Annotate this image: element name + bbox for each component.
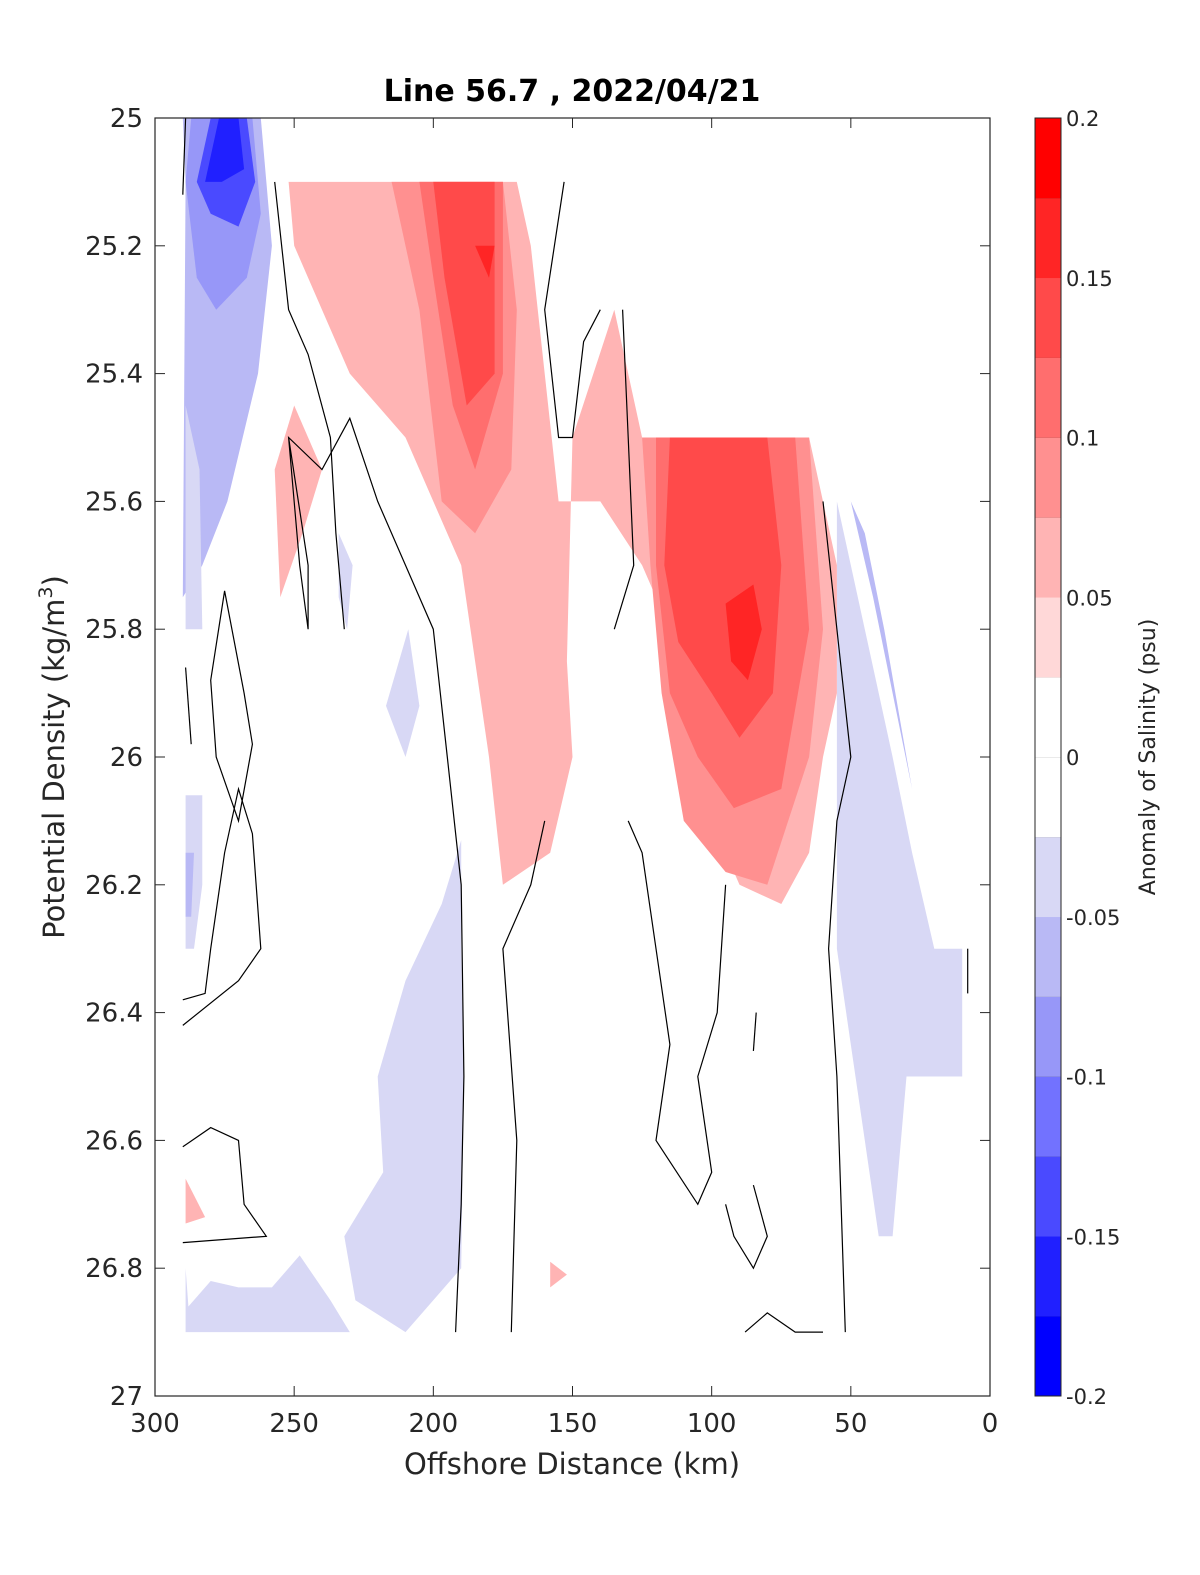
contour-line-14 xyxy=(822,501,852,1333)
anomaly-region-pink-bottom-small xyxy=(550,1261,567,1288)
colorbar-segment xyxy=(1035,996,1061,1077)
y-axis-label-close: ) xyxy=(37,575,71,586)
x-tick-label: 250 xyxy=(269,1409,319,1439)
contour-line-0 xyxy=(182,117,187,195)
colorbar-segment xyxy=(1035,597,1061,678)
colorbar: -0.2 -0.15 -0.1 -0.05 0 0.05 0.1 0.15 0.2 xyxy=(1034,107,1120,1409)
colorbar-tick-label: 0.2 xyxy=(1066,107,1099,131)
contour-line-8 xyxy=(613,309,635,630)
contour-line-13 xyxy=(744,1312,823,1333)
x-axis: 300 250 200 150 100 50 0 xyxy=(130,118,998,1439)
y-axis-label-superscript: 3 xyxy=(35,586,57,598)
colorbar-tick-label: 0 xyxy=(1066,746,1079,770)
anomaly-region-red-right-4 xyxy=(725,584,762,681)
anomaly-region-blue-center-column xyxy=(344,840,464,1333)
y-axis-label: Potential Density (kg/m3) xyxy=(35,575,71,939)
colorbar-tick-label: -0.2 xyxy=(1066,1385,1107,1409)
y-tick-label: 25.6 xyxy=(85,487,143,517)
contour-line-3 xyxy=(185,667,192,745)
x-tick-label: 0 xyxy=(982,1409,999,1439)
contour-line-11 xyxy=(725,1184,768,1270)
chart-title: Line 56.7 , 2022/04/21 xyxy=(384,74,761,109)
colorbar-segment xyxy=(1035,916,1061,997)
y-tick-label: 26.6 xyxy=(85,1126,143,1156)
colorbar-segment xyxy=(1035,118,1061,199)
x-tick-label: 100 xyxy=(687,1409,737,1439)
colorbar-segment xyxy=(1035,1156,1061,1237)
x-axis-label: Offshore Distance (km) xyxy=(404,1447,740,1481)
colorbar-tick-label: -0.15 xyxy=(1066,1225,1120,1249)
colorbar-segment xyxy=(1035,437,1061,518)
contour-line-4 xyxy=(210,590,254,824)
anomaly-region-blue-left-core-center xyxy=(205,118,245,182)
y-tick-label: 27 xyxy=(110,1382,143,1412)
anomaly-region-blue-right-strip xyxy=(836,501,963,1237)
y-tick-label: 26.4 xyxy=(85,999,143,1029)
contour-line-7 xyxy=(544,181,601,439)
x-tick-label: 300 xyxy=(130,1409,180,1439)
colorbar-segment xyxy=(1035,1076,1061,1157)
colorbar-segment xyxy=(1035,836,1061,918)
colorbar-tick-label: 0.1 xyxy=(1066,427,1099,451)
contour-line-2 xyxy=(287,416,465,1333)
colorbar-tick-label: 0.15 xyxy=(1066,267,1113,291)
contour-line-1 xyxy=(274,181,345,630)
anomaly-region-blue-bottom-left xyxy=(185,1255,350,1333)
anomaly-region-blue-center-small xyxy=(338,533,353,630)
y-tick-label: 25.2 xyxy=(85,232,143,262)
contour-line-10 xyxy=(627,820,727,1206)
anomaly-region-blue-left-mid xyxy=(185,405,203,630)
colorbar-label: Anomaly of Salinity (psu) xyxy=(1136,619,1161,896)
colorbar-segment xyxy=(1035,1316,1061,1397)
contour-line-12 xyxy=(752,1012,757,1051)
colorbar-frame xyxy=(1034,117,1062,1397)
colorbar-segment xyxy=(1035,517,1061,598)
x-tick-label: 150 xyxy=(548,1409,598,1439)
contour-line-6 xyxy=(182,1126,268,1244)
contour-line-9 xyxy=(502,820,546,1333)
y-axis-label-text: Potential Density (kg/m xyxy=(37,599,71,939)
x-tick-label: 200 xyxy=(409,1409,459,1439)
y-tick-label: 26 xyxy=(110,743,143,773)
colorbar-tick-label: 0.05 xyxy=(1066,586,1113,610)
colorbar-segment xyxy=(1035,1236,1061,1317)
y-tick-label: 25.4 xyxy=(85,360,143,390)
y-axis: 25 25.2 25.4 25.6 25.8 26 26.2 26.4 26.6 26.8 27 xyxy=(85,104,990,1412)
colorbar-tick-label: -0.05 xyxy=(1066,906,1120,930)
anomaly-region-red-center-3 xyxy=(433,181,495,406)
anomaly-region-pink-bottom-left xyxy=(185,1178,206,1224)
colorbar-tick-label: -0.1 xyxy=(1066,1066,1107,1090)
y-tick-label: 26.2 xyxy=(85,871,143,901)
colorbar-segment xyxy=(1035,197,1061,279)
colorbar-segment xyxy=(1035,757,1061,838)
contour-lines xyxy=(182,117,969,1333)
y-tick-label: 26.8 xyxy=(85,1254,143,1284)
contour-line-5 xyxy=(182,786,262,1026)
anomaly-region-blue-left-lower-core xyxy=(185,852,194,917)
colorbar-segment xyxy=(1035,277,1061,358)
colorbar-segment xyxy=(1035,357,1061,438)
x-tick-label: 50 xyxy=(834,1409,867,1439)
y-tick-label: 25 xyxy=(110,104,143,134)
colorbar-segment xyxy=(1035,677,1061,758)
plot-area xyxy=(182,118,963,1333)
anomaly-region-blue-center-lower xyxy=(386,629,420,757)
anomaly-region-red-center-4 xyxy=(475,245,495,278)
y-tick-label: 25.8 xyxy=(85,615,143,645)
